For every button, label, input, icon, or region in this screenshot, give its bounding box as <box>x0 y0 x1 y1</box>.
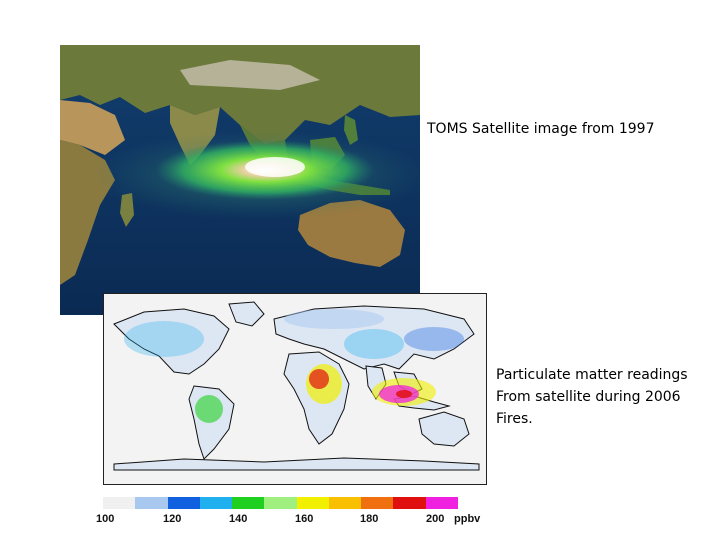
australia-outline <box>418 411 470 447</box>
cb-label-140: 140 <box>229 513 248 525</box>
color-swatch-4 <box>232 497 265 509</box>
color-swatch-9 <box>393 497 426 509</box>
arabia-landmass <box>60 100 125 155</box>
cb-label-180: 180 <box>360 513 379 525</box>
cb-label-160: 160 <box>295 513 314 525</box>
color-scale-bar <box>103 497 458 509</box>
color-swatch-1 <box>135 497 168 509</box>
asia-landmass <box>60 45 420 145</box>
particulate-matter-map <box>103 293 487 485</box>
east-asia-reading <box>404 327 464 351</box>
arctic-reading <box>284 309 384 329</box>
cb-unit: ppbv <box>454 513 481 525</box>
plume-core <box>245 157 305 177</box>
indonesia-core <box>396 390 412 398</box>
pm-caption: Particulate matter readings From satelli… <box>496 364 716 430</box>
central-asia-reading <box>344 329 404 359</box>
cb-label-100: 100 <box>96 513 115 525</box>
pm-caption-line-2: From satellite during 2006 <box>496 389 681 405</box>
color-scale-labels: 100 120 140 160 180 200 ppbv <box>96 513 496 529</box>
africa-hotspot <box>309 369 329 389</box>
color-swatch-2 <box>167 497 200 509</box>
antarctica-outline <box>113 457 480 471</box>
pm-readings <box>124 309 464 423</box>
pm-caption-line-3: Fires. <box>496 411 533 427</box>
north-america-reading <box>124 321 204 357</box>
world-map-graphic <box>104 294 486 484</box>
south-america-reading <box>195 395 223 423</box>
cb-label-120: 120 <box>163 513 182 525</box>
color-swatch-6 <box>296 497 329 509</box>
toms-satellite-image <box>60 45 420 315</box>
color-swatch-10 <box>425 497 458 509</box>
himalaya-snow <box>180 60 320 90</box>
color-swatch-8 <box>361 497 394 509</box>
toms-map-graphic <box>60 45 420 315</box>
cb-label-200: 200 <box>426 513 445 525</box>
color-swatch-0 <box>103 497 136 509</box>
north-america-outline <box>113 308 230 375</box>
australia-landmass <box>298 200 405 267</box>
color-swatch-5 <box>264 497 297 509</box>
toms-caption: TOMS Satellite image from 1997 <box>427 121 655 137</box>
pm-caption-line-1: Particulate matter readings <box>496 367 688 383</box>
color-swatch-3 <box>199 497 233 509</box>
color-swatch-7 <box>328 497 362 509</box>
greenland-outline <box>228 301 265 327</box>
